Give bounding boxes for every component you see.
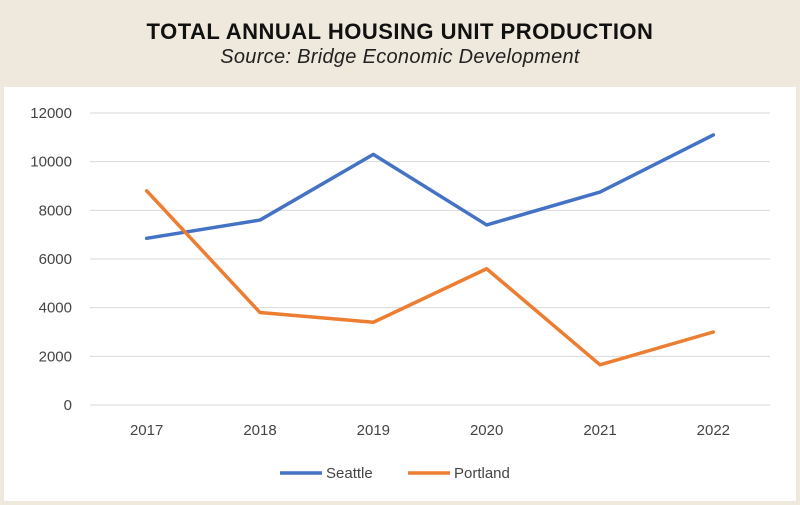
y-tick-label: 2000 xyxy=(39,348,72,365)
x-tick-label: 2022 xyxy=(697,422,730,439)
x-tick-label: 2020 xyxy=(470,422,503,439)
x-tick-label: 2019 xyxy=(357,422,390,439)
y-tick-label: 12000 xyxy=(30,105,72,122)
legend-label-portland: Portland xyxy=(454,465,510,482)
x-tick-label: 2021 xyxy=(583,422,616,439)
legend-label-seattle: Seattle xyxy=(326,465,373,482)
y-tick-label: 10000 xyxy=(30,154,72,171)
plot-area: 0 2000 4000 6000 8000 10000 12000 2017 2018 2019… xyxy=(4,87,796,501)
series-lines xyxy=(144,133,716,367)
y-tick-label: 6000 xyxy=(39,251,72,268)
y-tick-label: 8000 xyxy=(39,202,72,219)
x-tick-label: 2018 xyxy=(243,422,276,439)
chart-header: TOTAL ANNUAL HOUSING UNIT PRODUCTION Sou… xyxy=(0,0,800,86)
line-chart: 0 2000 4000 6000 8000 10000 12000 2017 2018 2019… xyxy=(30,105,770,482)
chart-subtitle: Source: Bridge Economic Development xyxy=(220,46,580,68)
y-axis-ticks: 0 2000 4000 6000 8000 10000 12000 xyxy=(30,105,72,414)
y-tick-label: 0 xyxy=(64,397,72,414)
y-tick-label: 4000 xyxy=(39,300,72,317)
x-axis-ticks: 2017 2018 2019 2020 2021 2022 xyxy=(130,422,730,439)
series-line-portland xyxy=(144,189,716,367)
chart-title: TOTAL ANNUAL HOUSING UNIT PRODUCTION xyxy=(146,19,654,44)
legend: Seattle Portland xyxy=(280,465,510,482)
x-tick-label: 2017 xyxy=(130,422,163,439)
series-line-seattle xyxy=(144,133,716,241)
gridlines xyxy=(90,112,770,406)
